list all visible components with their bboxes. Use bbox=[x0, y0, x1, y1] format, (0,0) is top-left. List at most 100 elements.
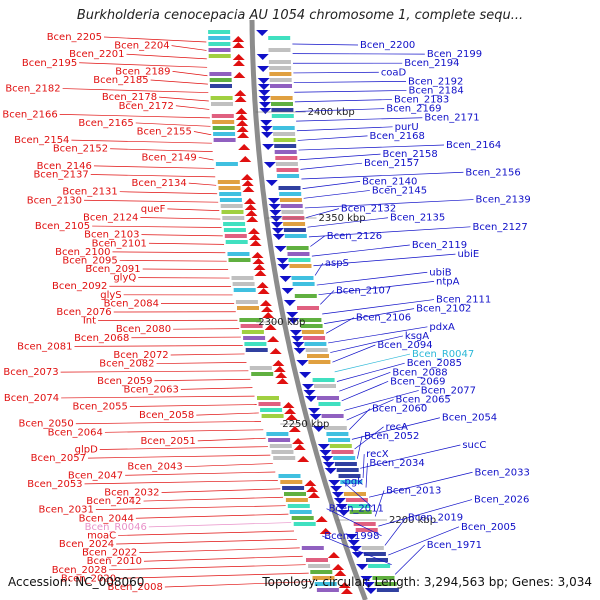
gene-label-right: Bcen_2171 bbox=[424, 113, 479, 124]
gene-arrow-reverse bbox=[258, 90, 271, 96]
gene-label-left: Bcen_2149 bbox=[141, 152, 196, 163]
gene-arrow-reverse bbox=[258, 96, 271, 102]
gene-block-left bbox=[232, 282, 255, 286]
gene-label-left: Bcen_2182 bbox=[5, 84, 60, 95]
scale-tick-label: 2400 kbp bbox=[308, 107, 355, 118]
gene-block-right bbox=[376, 588, 399, 592]
label-leader-left bbox=[143, 555, 303, 562]
gene-label-right: Bcen_2139 bbox=[475, 195, 530, 206]
gene-block-right bbox=[271, 102, 293, 106]
gene-label-left: Bcen_2051 bbox=[140, 436, 195, 447]
gene-label-left: Int bbox=[83, 316, 96, 327]
gene-arrow-forward bbox=[241, 174, 254, 180]
gene-block-left bbox=[208, 54, 231, 58]
label-leader-right bbox=[295, 108, 385, 112]
label-leader-right bbox=[394, 544, 425, 575]
gene-arrow-forward bbox=[315, 516, 328, 522]
gene-block-left bbox=[237, 306, 259, 310]
gene-block-right bbox=[372, 576, 395, 580]
label-leader-right bbox=[360, 444, 461, 469]
gene-block-left bbox=[260, 408, 283, 412]
gene-block-right bbox=[299, 318, 322, 322]
gene-label-left: Bcen_2042 bbox=[86, 496, 141, 507]
gene-arrow-reverse bbox=[257, 78, 270, 84]
gene-label-right: Bcen_2033 bbox=[475, 467, 530, 478]
gene-block-right bbox=[340, 480, 363, 484]
gene-label-left: Bcen_2024 bbox=[59, 539, 114, 550]
gene-arrow-reverse bbox=[322, 462, 335, 468]
gene-label-right: Bcen_2157 bbox=[364, 158, 419, 169]
gene-label-left: glyQ bbox=[113, 273, 136, 284]
label-leader-right bbox=[339, 371, 391, 392]
gene-block-right bbox=[307, 354, 329, 358]
gene-label-right: ntpA bbox=[436, 276, 460, 287]
gene-label-right: Bcen_2094 bbox=[377, 340, 432, 351]
gene-label-right: Bcen_2145 bbox=[372, 185, 427, 196]
label-leader-right bbox=[298, 144, 445, 151]
label-leader-left bbox=[126, 53, 207, 60]
gene-label-right: Bcen_2034 bbox=[369, 458, 424, 469]
label-leader-left bbox=[129, 404, 257, 407]
gene-block-left bbox=[220, 204, 243, 208]
gene-block-left bbox=[213, 138, 236, 142]
gene-block-left bbox=[217, 180, 240, 184]
gene-label-right: Bcen_2132 bbox=[341, 204, 396, 215]
label-leader-left bbox=[75, 421, 262, 425]
label-leader-right bbox=[308, 226, 471, 238]
map-title: Burkholderia cenocepacia AU 1054 chromos… bbox=[76, 8, 524, 23]
label-leader-left bbox=[92, 225, 222, 228]
label-leader-left bbox=[135, 513, 289, 519]
gene-arrow-reverse bbox=[292, 342, 305, 348]
gene-arrow-forward bbox=[248, 234, 261, 240]
label-leader-left bbox=[167, 208, 220, 211]
label-leader-right bbox=[311, 244, 410, 257]
gene-block-right bbox=[368, 564, 391, 568]
gene-arrow-reverse bbox=[259, 108, 272, 114]
label-leader-right bbox=[324, 308, 415, 324]
gene-label-right: Bcen_2019 bbox=[408, 513, 463, 524]
gene-label-right: Bcen_2054 bbox=[442, 413, 497, 424]
gene-block-right bbox=[334, 462, 357, 466]
gene-block-right bbox=[326, 432, 349, 436]
gene-block-left bbox=[231, 276, 254, 280]
gene-block-right bbox=[273, 132, 296, 136]
gene-block-left bbox=[224, 234, 247, 238]
gene-label-left: Bcen_R0046 bbox=[85, 522, 147, 533]
label-leader-right bbox=[292, 43, 359, 46]
gene-label-left: Bcen_2076 bbox=[56, 307, 111, 318]
gene-label-right: pgk bbox=[345, 476, 364, 487]
gene-block-left bbox=[243, 336, 266, 340]
gene-block-right bbox=[353, 522, 376, 526]
gene-label-right: Bcen_2200 bbox=[360, 40, 415, 51]
label-leader-right bbox=[342, 481, 373, 508]
label-leader-right bbox=[332, 344, 376, 363]
label-leader-right bbox=[294, 90, 407, 93]
label-leader-right bbox=[299, 153, 381, 161]
label-leader-right bbox=[313, 253, 456, 267]
gene-block-right bbox=[303, 336, 326, 340]
gene-label-left: Bcen_2101 bbox=[92, 238, 147, 249]
gene-arrow-reverse bbox=[302, 384, 315, 390]
label-leader-left bbox=[60, 370, 249, 373]
gene-arrow-reverse bbox=[272, 234, 285, 240]
label-leader-left bbox=[116, 539, 297, 545]
label-leader-left bbox=[172, 71, 208, 77]
topology-label: Topology: circular; Length: 3,294,563 bp… bbox=[262, 575, 592, 589]
gene-block-right bbox=[349, 510, 372, 514]
gene-label-right: aspS bbox=[325, 258, 349, 269]
label-leader-right bbox=[357, 435, 363, 459]
gene-label-left: Bcen_2080 bbox=[116, 324, 171, 335]
label-leader-left bbox=[79, 62, 208, 68]
gene-label-left: Bcen_2154 bbox=[14, 135, 69, 146]
gene-block-right bbox=[273, 138, 296, 142]
gene-block-left bbox=[228, 258, 251, 262]
gene-arrow-forward bbox=[239, 156, 252, 162]
gene-arrow-forward bbox=[338, 582, 351, 588]
label-leader-left bbox=[140, 217, 221, 220]
label-leader-left bbox=[188, 182, 217, 186]
label-leader-left bbox=[93, 165, 215, 169]
label-leader-right bbox=[351, 417, 440, 440]
gene-label-left: Bcen_2082 bbox=[99, 359, 154, 370]
backbone-circle bbox=[249, 19, 368, 600]
gene-block-right bbox=[344, 492, 366, 496]
